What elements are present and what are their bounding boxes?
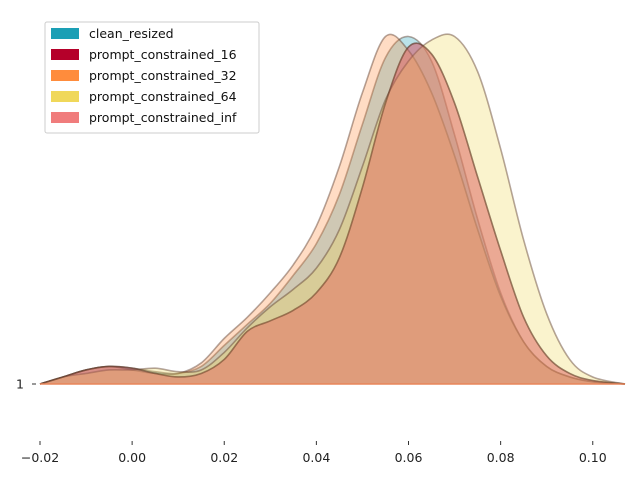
x-tick-label: 0.02 xyxy=(210,450,238,465)
x-tick-label: 0.06 xyxy=(395,450,423,465)
legend-label: prompt_constrained_64 xyxy=(89,89,237,104)
density-area-prompt_constrained_16 xyxy=(40,43,625,384)
x-tick-label: 0.08 xyxy=(487,450,515,465)
density-line-prompt_constrained_16 xyxy=(39,42,626,385)
density-line-prompt_constrained_32 xyxy=(39,33,626,385)
legend-label: clean_resized xyxy=(89,26,174,41)
density-area-prompt_constrained_inf xyxy=(40,43,625,384)
legend-swatch-prompt_constrained_inf xyxy=(51,112,79,123)
density-areas xyxy=(39,33,626,385)
x-tick-label: 0.00 xyxy=(118,450,146,465)
legend: clean_resized prompt_constrained_16prompt… xyxy=(44,21,260,134)
legend-frame xyxy=(44,21,260,134)
legend-swatch-prompt_constrained_64 xyxy=(51,91,79,102)
y-axis-ticks: 1 xyxy=(16,377,36,392)
density-area-prompt_constrained_64 xyxy=(40,34,625,384)
density-area-prompt_constrained_32 xyxy=(40,34,625,385)
x-tick-label: −0.02 xyxy=(21,450,59,465)
legend-swatch-prompt_constrained_32 xyxy=(51,70,79,81)
x-tick-label: 0.04 xyxy=(302,450,330,465)
density-line-clean_resized xyxy=(39,35,626,385)
y-tick-label: 1 xyxy=(16,377,24,392)
density-line-prompt_constrained_64 xyxy=(39,33,626,385)
legend-swatch-prompt_constrained_16 xyxy=(51,49,79,60)
legend-label: prompt_constrained_32 xyxy=(89,68,237,83)
legend-label: prompt_constrained_16 xyxy=(89,47,237,62)
density-line-prompt_constrained_inf xyxy=(39,42,626,385)
x-axis-ticks: −0.02 0.00 0.02 0.04 0.06 0.08 0.10 xyxy=(21,441,607,465)
x-tick-label: 0.10 xyxy=(579,450,607,465)
legend-swatch-clean_resized xyxy=(51,28,79,39)
legend-label: prompt_constrained_inf xyxy=(89,110,237,125)
density-area-clean_resized xyxy=(40,36,625,384)
